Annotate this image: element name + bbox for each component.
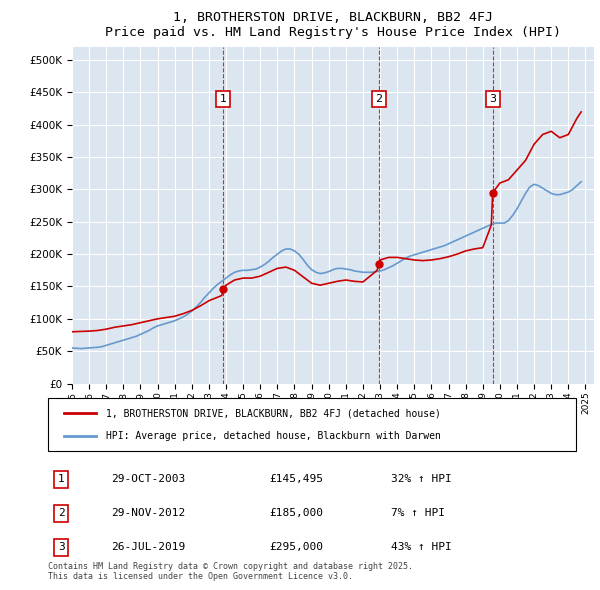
Text: 3: 3 (489, 94, 496, 104)
Text: 2: 2 (58, 509, 65, 518)
Text: £295,000: £295,000 (270, 542, 324, 552)
Text: Contains HM Land Registry data © Crown copyright and database right 2025.
This d: Contains HM Land Registry data © Crown c… (48, 562, 413, 581)
Text: 7% ↑ HPI: 7% ↑ HPI (391, 509, 445, 518)
Text: 43% ↑ HPI: 43% ↑ HPI (391, 542, 452, 552)
Text: 3: 3 (58, 542, 65, 552)
Text: 1: 1 (220, 94, 227, 104)
Text: £185,000: £185,000 (270, 509, 324, 518)
FancyBboxPatch shape (48, 398, 576, 451)
Text: 1, BROTHERSTON DRIVE, BLACKBURN, BB2 4FJ (detached house): 1, BROTHERSTON DRIVE, BLACKBURN, BB2 4FJ… (106, 408, 441, 418)
Text: £145,495: £145,495 (270, 474, 324, 484)
Text: 26-JUL-2019: 26-JUL-2019 (112, 542, 185, 552)
Text: 29-NOV-2012: 29-NOV-2012 (112, 509, 185, 518)
Title: 1, BROTHERSTON DRIVE, BLACKBURN, BB2 4FJ
Price paid vs. HM Land Registry's House: 1, BROTHERSTON DRIVE, BLACKBURN, BB2 4FJ… (105, 11, 561, 39)
Text: 32% ↑ HPI: 32% ↑ HPI (391, 474, 452, 484)
Text: 2: 2 (375, 94, 382, 104)
Text: HPI: Average price, detached house, Blackburn with Darwen: HPI: Average price, detached house, Blac… (106, 431, 441, 441)
Text: 29-OCT-2003: 29-OCT-2003 (112, 474, 185, 484)
Text: 1: 1 (58, 474, 65, 484)
